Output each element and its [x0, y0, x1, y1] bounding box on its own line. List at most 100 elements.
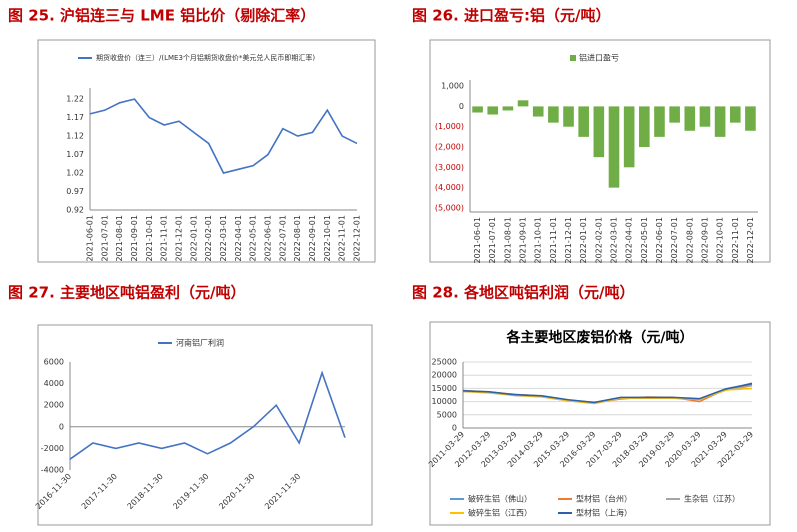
y-tick-label: 10000 — [432, 397, 457, 406]
y-tick-label: 2000 — [44, 401, 64, 410]
x-tick-label: 2022-03-01 — [610, 217, 619, 264]
x-tick-label: 2022-11-01 — [338, 215, 347, 262]
x-tick-label: 2022-07-01 — [278, 215, 287, 262]
bar — [729, 106, 741, 123]
legend-label: 河南铝厂利润 — [176, 338, 224, 348]
x-tick-label: 2022-12-01 — [746, 217, 755, 264]
y-tick-label: (4,000) — [435, 183, 464, 192]
series-line — [462, 382, 753, 404]
chart-frame — [37, 324, 373, 526]
x-tick-label: 2021-07-01 — [100, 215, 109, 262]
figure-caption: 图 25. 沪铝连三与 LME 铝比价（剔除汇率） — [8, 7, 315, 25]
legend-swatch — [570, 55, 576, 61]
bar — [684, 106, 696, 131]
figure-caption: 图 28. 各地区吨铝利润（元/吨） — [412, 284, 635, 302]
y-tick-label: 0 — [452, 424, 457, 433]
x-tick-label: 2022-01-01 — [579, 217, 588, 264]
x-tick-label: 2022-08-01 — [685, 217, 694, 264]
y-tick-label: 0 — [59, 422, 64, 431]
x-tick-label: 2021-09-01 — [519, 217, 528, 264]
x-tick-label: 2021-12-01 — [175, 215, 184, 262]
bar — [654, 106, 665, 137]
y-tick-label: (3,000) — [435, 163, 464, 172]
bar — [578, 106, 589, 137]
x-tick-label: 2021-10-01 — [534, 217, 543, 264]
legend-label: 期货收盘价（连三）/(LME3个月铝期货收盘价*美元兑人民币即期汇率) — [96, 53, 315, 62]
bar — [669, 106, 680, 123]
series-line — [69, 370, 346, 460]
y-tick-label: 1.17 — [66, 113, 84, 122]
y-tick-label: 4000 — [44, 379, 64, 388]
x-tick-label: 2022-03-01 — [219, 215, 228, 262]
x-tick-label: 2022-05-01 — [249, 215, 258, 262]
y-tick-label: 0.92 — [66, 206, 84, 215]
x-tick-label: 2022-08-01 — [293, 215, 302, 262]
legend-label: 破碎生铝（佛山） — [468, 494, 532, 504]
chart-frame — [429, 321, 771, 526]
bar — [472, 106, 483, 113]
x-tick-label: 2022-11-01 — [731, 217, 740, 264]
x-tick-label: 2022-09-01 — [308, 215, 317, 262]
x-tick-label: 2022-09-01 — [700, 217, 709, 264]
bar — [563, 106, 574, 127]
bar — [517, 100, 529, 107]
y-tick-label: 15000 — [432, 384, 457, 393]
x-tick-label: 2021-10-01 — [145, 215, 154, 262]
y-tick-label: (5,000) — [435, 203, 464, 212]
y-tick-label: 1.22 — [66, 95, 84, 104]
chart-frame — [37, 39, 376, 263]
y-tick-label: (2,000) — [435, 143, 464, 152]
bar — [548, 106, 559, 123]
y-tick-label: 0 — [459, 102, 464, 111]
y-tick-label: -2000 — [41, 444, 64, 453]
bar — [487, 106, 499, 115]
x-tick-label: 2021-08-01 — [115, 215, 124, 262]
x-tick-label: 2021-11-01 — [549, 217, 558, 264]
x-tick-label: 2022-04-01 — [234, 215, 243, 262]
y-tick-label: -4000 — [41, 466, 64, 475]
bar — [502, 106, 514, 111]
x-tick-label: 2022-02-01 — [594, 217, 603, 264]
x-tick-label: 2022-06-01 — [655, 217, 664, 264]
legend-label: 生杂铝（江苏） — [684, 494, 740, 504]
series-line — [89, 98, 358, 174]
y-tick-label: 5000 — [437, 410, 457, 419]
bar — [714, 106, 726, 137]
figure-caption: 图 27. 主要地区吨铝盈利（元/吨） — [8, 284, 246, 302]
x-tick-label: 2021-12-01 — [564, 217, 573, 264]
x-tick-label: 2021-06-01 — [86, 215, 95, 262]
legend-label: 型材铝（上海） — [576, 508, 632, 518]
x-tick-label: 2021-09-01 — [130, 215, 139, 262]
legend-label: 型材铝（台州） — [576, 494, 632, 504]
bar — [699, 106, 711, 127]
x-tick-label: 2021-07-01 — [488, 217, 497, 264]
bar — [593, 106, 605, 158]
x-tick-label: 2022-05-01 — [640, 217, 649, 264]
y-tick-label: 25000 — [432, 358, 457, 367]
bar — [623, 106, 635, 168]
figure-caption: 图 26. 进口盈亏:铝（元/吨） — [412, 7, 611, 25]
bar — [639, 106, 650, 148]
x-tick-label: 2021-11-01 — [160, 215, 169, 262]
legend-label: 铝进口盈亏 — [579, 53, 619, 63]
x-tick-label: 2022-12-01 — [353, 215, 362, 262]
x-tick-label: 2022-01-01 — [189, 215, 198, 262]
y-tick-label: 20000 — [432, 371, 457, 380]
x-tick-label: 2022-06-01 — [264, 215, 273, 262]
y-tick-label: 1.07 — [66, 150, 84, 159]
x-tick-label: 2022-10-01 — [323, 215, 332, 262]
bar — [532, 106, 544, 117]
legend-label: 破碎生铝（江西） — [468, 508, 532, 518]
y-tick-label: 6000 — [44, 358, 64, 367]
y-tick-label: 1,000 — [441, 82, 464, 91]
chart-title: 各主要地区废铝价格（元/吨） — [505, 329, 693, 346]
x-tick-label: 2022-04-01 — [625, 217, 634, 264]
y-tick-label: (1,000) — [435, 122, 464, 131]
y-tick-label: 1.02 — [66, 169, 84, 178]
x-tick-label: 2022-10-01 — [716, 217, 725, 264]
x-tick-label: 2021-06-01 — [473, 217, 482, 264]
x-tick-label: 2021-08-01 — [503, 217, 512, 264]
y-tick-label: 0.97 — [66, 187, 84, 196]
x-tick-label: 2022-02-01 — [204, 215, 213, 262]
